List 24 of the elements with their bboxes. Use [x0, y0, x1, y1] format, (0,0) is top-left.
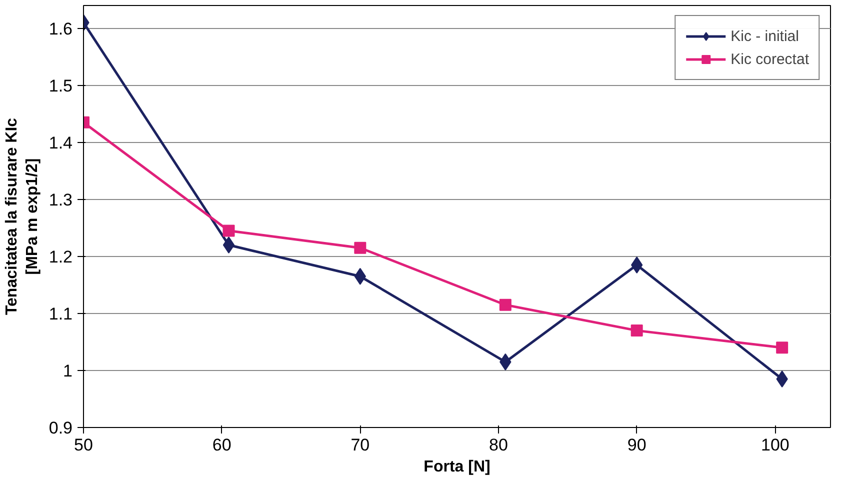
point: [630, 324, 643, 337]
point: [354, 242, 366, 254]
y-tick-label: 1.5: [48, 76, 73, 96]
y-tick-label: 1.6: [48, 19, 73, 38]
y-tick-label: 1.1: [48, 304, 73, 324]
y-tick-label: 1.4: [48, 133, 73, 152]
y-axis-title: Tenacitatea la fisurare KIc [MPa m exp1/2]: [3, 118, 41, 316]
x-axis-title: Forta [N]: [424, 458, 490, 476]
x-tick-label: 80: [489, 436, 508, 454]
legend-label: Kic - initial: [730, 28, 799, 44]
y-tick-label: 1.3: [48, 190, 73, 210]
point: [222, 224, 235, 237]
x-tick-label: 50: [74, 436, 93, 454]
x-tick-label: 60: [212, 436, 232, 454]
y-tick-label: 0.9: [48, 418, 73, 438]
point: [222, 236, 235, 254]
y-tick-label: 1: [63, 361, 73, 380]
x-tick-label: 90: [627, 436, 646, 454]
y-tick-label: 1.2: [48, 247, 73, 266]
legend-label: Kic corectat: [730, 50, 809, 68]
point: [776, 342, 788, 354]
x-tick-label: 70: [350, 436, 370, 454]
x-tick-label: 100: [760, 436, 790, 454]
point: [499, 298, 512, 311]
